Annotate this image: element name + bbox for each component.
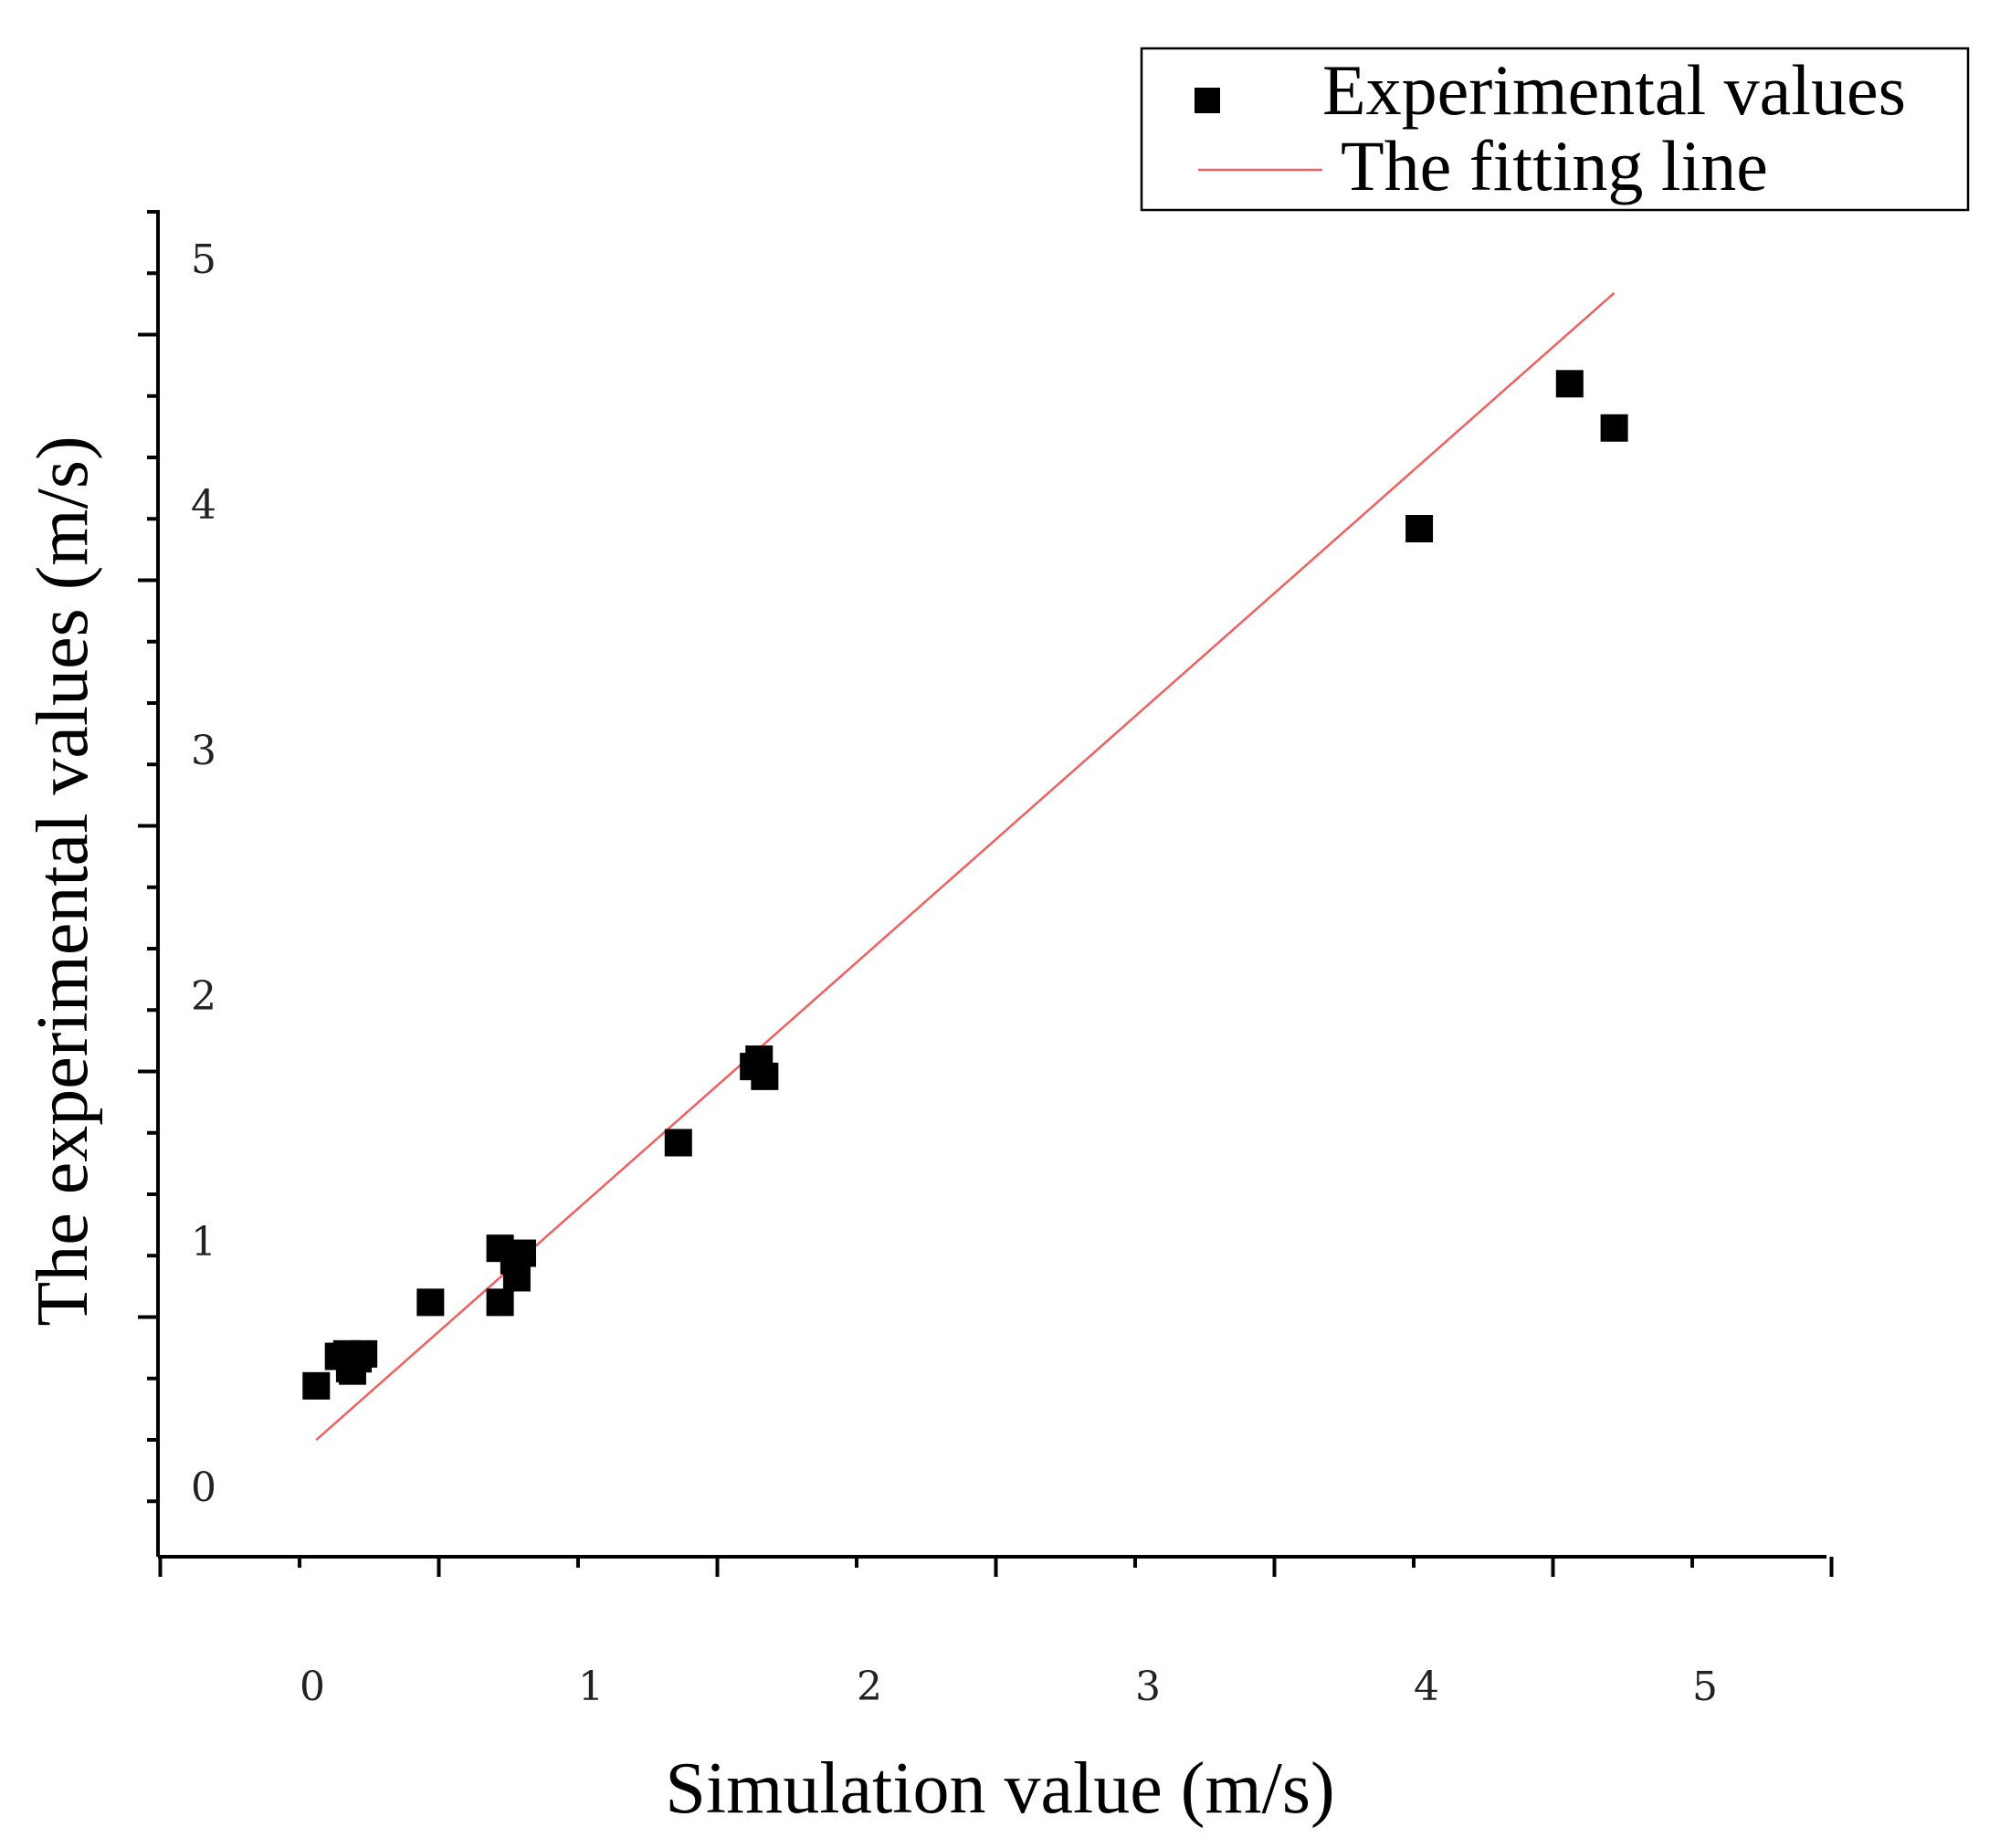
- data-point: [302, 1371, 331, 1400]
- data-point: [1600, 414, 1628, 442]
- data-point: [664, 1129, 692, 1157]
- data-point: [745, 1045, 774, 1074]
- x-tick-label: 1: [578, 1664, 604, 1710]
- legend-box: [1140, 47, 1970, 212]
- x-axis-title: Simulation value (m/s): [665, 1748, 1334, 1829]
- data-point: [486, 1288, 514, 1317]
- y-tick-label: 3: [191, 728, 216, 774]
- x-tick-label: 4: [1414, 1664, 1439, 1710]
- y-tick-label: 2: [191, 973, 216, 1020]
- y-tick-label: 5: [191, 236, 216, 283]
- x-tick-label: 3: [1135, 1664, 1161, 1710]
- axis-tick-labels: 0 1 2 3 4 5 0 1 2 3 4 5: [191, 236, 1718, 1710]
- x-tick-label: 2: [857, 1664, 882, 1710]
- data-point: [416, 1288, 445, 1317]
- data-point: [1405, 515, 1434, 543]
- axis-ticks: [138, 210, 1834, 1577]
- y-tick-label: 4: [191, 482, 216, 529]
- legend-label-fitting: The fitting line: [1341, 126, 1768, 205]
- legend-label-experimental: Experimental values: [1322, 50, 1906, 130]
- data-point: [350, 1339, 378, 1368]
- legend: Experimental values The fitting line: [1140, 47, 1970, 212]
- data-points: [302, 370, 1628, 1400]
- data-point: [500, 1246, 528, 1275]
- y-axis-title: The experimental values (m/s): [23, 436, 103, 1326]
- x-tick-label: 5: [1692, 1664, 1718, 1710]
- y-tick-label: 1: [191, 1219, 216, 1265]
- y-tick-label: 0: [191, 1465, 216, 1511]
- legend-square-marker: [1195, 88, 1220, 113]
- data-point: [1555, 370, 1584, 398]
- x-tick-label: 0: [300, 1664, 325, 1710]
